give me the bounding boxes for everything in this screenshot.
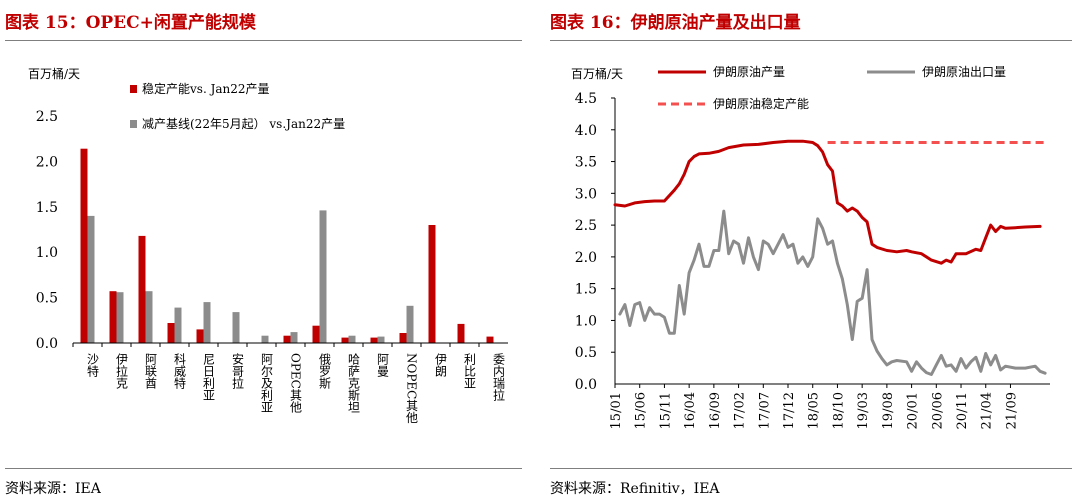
bar-cut-baseline [377,336,385,343]
x-category-label: 俄罗斯 [318,353,332,390]
x-category-label: 尼日利亚 [202,353,216,401]
bar-cut-baseline [203,302,211,343]
y-tick-label: 1.0 [36,245,58,261]
bar-stable-capacity [486,336,494,343]
x-category-label: 科威特 [173,353,187,389]
y-tick-label: 0.5 [575,345,597,361]
bar-stable-capacity [399,333,407,343]
x-category-label: 沙特 [86,353,100,377]
bar-cut-baseline [290,332,298,343]
legend-label: 伊朗原油出口量 [922,65,1006,79]
y-axis-unit: 百万桶/天 [28,66,80,81]
x-tick-label: 20/06 [930,392,945,429]
x-tick-label: 19/08 [881,392,896,429]
source-note: 资料来源：Refinitiv，IEA [550,481,720,497]
bar-cut-baseline [174,307,182,343]
panel-iran-production-exports: 图表 16：伊朗原油产量及出口量 百万桶/天 0.0 0.5 1.0 1.5 2.0 2.5… [545,0,1080,504]
bar-stable-capacity [370,337,378,343]
x-tick-label: 15/01 [609,392,624,429]
x-category-label: 利比亚 [463,353,477,389]
y-tick-label: 2.5 [575,218,597,234]
series-line [618,209,1047,376]
x-category-label: 阿尔及利亚 [260,353,274,413]
x-tick-label: 17/02 [733,392,748,429]
x-category-label: 委内瑞拉 [492,353,506,402]
x-tick-label: 19/03 [856,392,871,429]
bar-cut-baseline [406,305,414,343]
source-note: 资料来源：IEA [5,481,101,497]
y-tick-label: 1.5 [36,200,58,216]
y-tick-label: 2.0 [575,250,597,266]
bar-stable-capacity [109,291,117,343]
bar-stable-capacity [167,323,175,343]
title-rule [550,40,1072,41]
bar-cut-baseline [232,312,240,343]
y-tick-label: 3.5 [575,155,597,171]
x-tick-label: 15/06 [634,392,649,429]
x-tick-label: 16/09 [708,392,723,429]
y-axis-unit: 百万桶/天 [571,66,623,81]
legend-label: 伊朗原油稳定产能 [713,96,809,111]
bar-stable-capacity [428,225,436,343]
x-tick-label: 17/07 [757,392,772,429]
bar-stable-capacity [80,148,88,343]
x-tick-label: 21/04 [980,392,995,429]
x-category-label: 阿曼 [376,353,390,377]
y-tick-label: 0.0 [36,336,58,352]
x-tick-label: 21/09 [1005,392,1020,429]
x-category-label: 阿联酋 [144,353,158,389]
x-tick-label: 18/10 [831,392,846,429]
y-tick-label: 2.5 [36,109,58,125]
x-tick-label: 16/04 [683,392,698,429]
bar-stable-capacity [457,323,465,343]
x-tick-label: 20/01 [906,392,921,429]
x-tick-label: 20/11 [955,392,970,429]
x-category-label: 伊拉克 [115,353,129,390]
x-category-label: OPEC其他 [289,353,303,413]
bar-stable-capacity [283,335,291,343]
x-category-label: 安哥拉 [231,352,245,390]
bar-cut-baseline [261,335,269,343]
x-tick-label: 15/11 [658,392,673,429]
bar-cut-baseline [145,291,153,343]
y-tick-label: 4.0 [575,123,597,139]
bar-cut-baseline [116,292,124,343]
bar-stable-capacity [196,329,204,343]
legend-swatch [130,120,137,128]
chart-title: 图表 15：OPEC+闲置产能规模 [5,13,256,33]
x-category-label: 伊朗 [434,353,448,377]
y-tick-label: 1.5 [575,282,597,298]
bar-cut-baseline [87,215,95,343]
bar-cut-baseline [348,335,356,343]
y-tick-label: 2.0 [36,154,58,170]
legend-label: 减产基线(22年5月起） vs.Jan22产量 [142,117,345,131]
x-tick-label: 17/12 [782,392,797,429]
bar-stable-capacity [138,235,146,343]
series-line [613,139,1042,265]
line-chart: 百万桶/天 0.0 0.5 1.0 1.5 2.0 2.5 3.0 3.5 4.0 4.5 15/01… [571,65,1050,429]
y-tick-label: 0.0 [575,377,597,393]
bar-chart: 百万桶/天 0.0 0.5 1.0 1.5 2.0 2.5 沙特 伊拉克 阿联酋 科威特 尼日利亚 安哥… [28,66,508,423]
legend-label: 稳定产能vs. Jan22产量 [142,81,270,96]
x-tick-label: 18/05 [807,392,822,429]
legend-swatch [130,85,137,93]
y-tick-label: 0.5 [36,291,58,307]
panel-opec-spare-capacity: 图表 15：OPEC+闲置产能规模 百万桶/天 0.0 0.5 1.0 1.5 2.0 2.… [0,0,530,504]
source-rule [550,468,1072,469]
source-rule [5,468,522,469]
x-category-label: NOPEC其他 [405,353,419,423]
y-tick-label: 1.0 [575,313,597,329]
bar-stable-capacity [341,337,349,343]
y-tick-label: 4.5 [575,91,597,107]
chart-title: 图表 16：伊朗原油产量及出口量 [550,13,801,33]
y-tick-label: 3.0 [575,186,597,202]
title-rule [5,40,522,41]
bar-cut-baseline [319,210,327,343]
x-category-label: 哈萨克斯坦 [347,353,361,413]
bar-stable-capacity [312,325,320,343]
legend-label: 伊朗原油产量 [713,65,785,79]
